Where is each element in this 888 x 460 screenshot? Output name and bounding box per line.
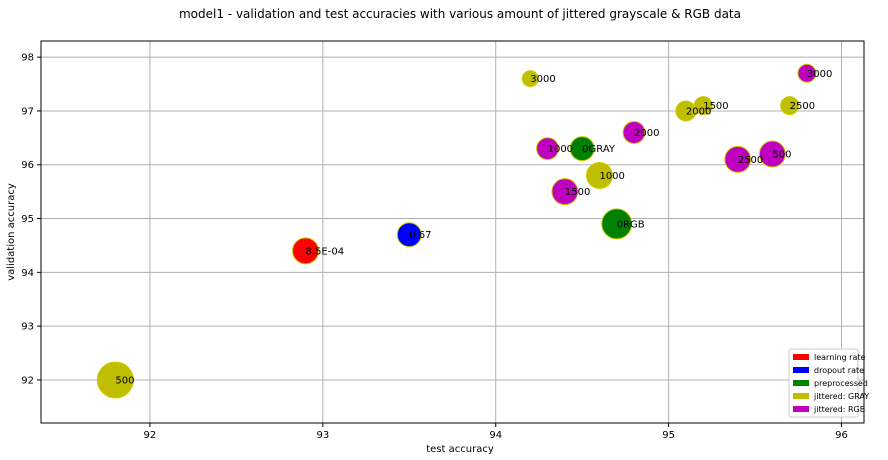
point-label: 1500 <box>703 101 728 112</box>
point-label: 2000 <box>686 106 711 117</box>
point-label: 500 <box>115 375 134 386</box>
chart-title: model1 - validation and test accuracies … <box>179 7 741 21</box>
legend-swatch <box>793 380 809 386</box>
data-point <box>585 162 613 190</box>
x-axis-ticks: 92 93 94 95 96 <box>144 423 848 441</box>
point-label: 1000 <box>548 144 573 155</box>
y-tick-label: 92 <box>21 375 34 386</box>
data-point <box>601 208 633 240</box>
point-label: 8.5E-04 <box>306 246 345 257</box>
data-point <box>96 361 134 399</box>
data-point <box>622 120 646 144</box>
x-tick-label: 96 <box>835 430 848 441</box>
y-tick-label: 97 <box>21 106 34 117</box>
data-point <box>536 137 560 161</box>
point-label: 2500 <box>790 101 815 112</box>
point-label: 0GRAY <box>582 144 616 155</box>
data-point <box>780 96 800 116</box>
data-point <box>551 178 579 206</box>
x-tick-label: 93 <box>316 430 329 441</box>
data-point <box>797 63 817 83</box>
legend-label: learning rate <box>814 353 866 362</box>
data-point <box>675 100 697 122</box>
legend-swatch <box>793 406 809 412</box>
point-label: 500 <box>772 149 791 160</box>
plot-frame <box>40 40 865 424</box>
y-tick-label: 96 <box>21 160 34 171</box>
legend-label: jittered: GRAY <box>813 392 869 401</box>
y-tick-label: 94 <box>21 268 34 279</box>
legend-swatch <box>793 367 809 373</box>
legend: learning rate dropout rate preprocessed jit… <box>788 348 869 418</box>
grid <box>41 41 864 423</box>
data-points <box>96 63 817 399</box>
point-label: 0RGB <box>617 219 645 230</box>
point-label: 2000 <box>634 128 659 139</box>
legend-label: jittered: RGB <box>813 405 865 414</box>
legend-label: dropout rate <box>814 366 864 375</box>
data-point <box>521 70 539 88</box>
x-tick-label: 94 <box>489 430 502 441</box>
x-tick-label: 92 <box>144 430 157 441</box>
data-point <box>292 237 320 265</box>
y-tick-label: 93 <box>21 322 34 333</box>
x-tick-label: 95 <box>662 430 675 441</box>
legend-label: preprocessed <box>814 379 868 388</box>
data-point <box>396 222 422 248</box>
point-label: 1500 <box>565 187 590 198</box>
legend-box <box>788 348 859 418</box>
point-label: 0.67 <box>409 230 431 241</box>
y-axis-label: validation accuracy <box>6 183 17 281</box>
point-label: 3000 <box>807 69 832 80</box>
point-label: 3000 <box>530 74 555 85</box>
legend-swatch <box>793 393 809 399</box>
data-point <box>569 136 595 162</box>
legend-swatch <box>793 354 809 360</box>
y-tick-label: 98 <box>21 53 34 64</box>
y-tick-label: 95 <box>21 214 34 225</box>
x-axis-label: test accuracy <box>426 444 494 455</box>
data-point <box>758 140 786 168</box>
point-label: 1000 <box>599 171 624 182</box>
point-label: 2500 <box>738 155 763 166</box>
data-point <box>724 145 752 173</box>
y-axis-ticks: 92 93 94 95 96 97 98 <box>21 53 41 386</box>
